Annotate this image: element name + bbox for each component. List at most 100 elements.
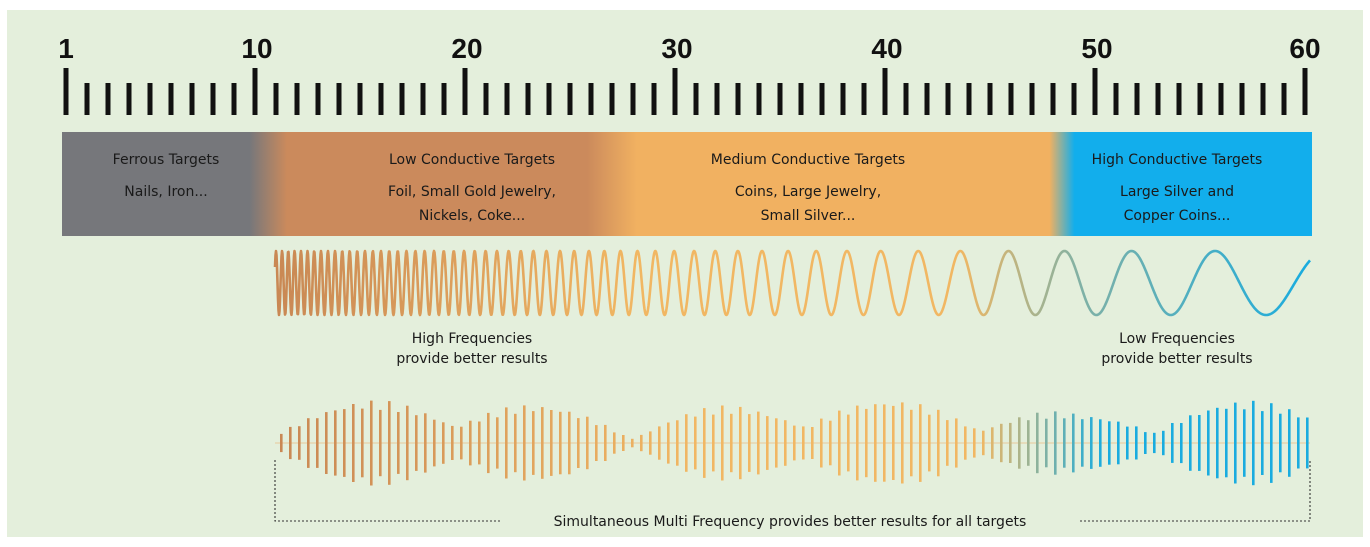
signal-bar — [802, 426, 805, 460]
scale-ticks — [63, 68, 1308, 115]
frequency-wave-line — [273, 249, 1311, 317]
signal-bar — [1198, 415, 1201, 471]
signal-bar — [964, 426, 967, 460]
minor-tick — [105, 83, 111, 115]
signal-bar — [874, 404, 877, 482]
minor-tick — [399, 83, 405, 115]
signal-bar — [604, 424, 607, 461]
signal-bar — [721, 405, 724, 481]
minor-tick — [903, 83, 909, 115]
major-tick — [1092, 68, 1098, 115]
signal-bar — [730, 413, 733, 473]
major-tick — [252, 68, 258, 115]
minor-tick — [147, 83, 153, 115]
signal-bar — [1081, 419, 1084, 467]
conductivity-scale: 1 10 20 30 40 50 60 — [58, 33, 1321, 115]
signal-bar — [1090, 417, 1093, 469]
signal-bar — [748, 414, 751, 472]
signal-bar — [1054, 411, 1057, 475]
minor-tick — [378, 83, 384, 115]
signal-bar — [1126, 426, 1129, 460]
minor-tick — [924, 83, 930, 115]
minor-tick — [210, 83, 216, 115]
signal-bar — [1261, 411, 1264, 475]
signal-bar — [289, 426, 292, 460]
minor-tick — [1071, 83, 1077, 115]
signal-bar — [298, 426, 301, 460]
major-tick — [63, 68, 69, 115]
signal-bar — [361, 408, 364, 478]
signal-bar — [1306, 417, 1309, 469]
signal-bar — [388, 401, 391, 485]
signal-bar — [1252, 400, 1255, 486]
signal-bar — [667, 422, 670, 464]
signal-bar — [613, 432, 616, 454]
signal-bar — [595, 425, 598, 461]
band-low-title: Low Conductive Targets — [389, 152, 555, 168]
minor-tick — [189, 83, 195, 115]
minor-tick — [1239, 83, 1245, 115]
scale-label-50: 50 — [1081, 33, 1112, 64]
signal-bar — [1063, 418, 1066, 468]
scale-label-30: 30 — [661, 33, 692, 64]
signal-bar — [433, 419, 436, 467]
minor-tick — [1134, 83, 1140, 115]
minor-tick — [609, 83, 615, 115]
minor-tick — [315, 83, 321, 115]
minor-tick — [273, 83, 279, 115]
signal-bar — [1144, 432, 1147, 454]
major-tick — [672, 68, 678, 115]
signal-bar — [586, 416, 589, 470]
signal-bar — [901, 402, 904, 484]
signal-bar — [955, 418, 958, 468]
signal-bar — [676, 420, 679, 466]
signal-bar — [514, 413, 517, 473]
signal-bar — [766, 416, 769, 470]
high-frequency-caption: High Frequencies provide better results — [396, 331, 547, 367]
signal-bar — [1135, 426, 1138, 460]
signal-bar — [280, 433, 283, 453]
band-low-conductive: Low Conductive Targets Foil, Small Gold … — [388, 152, 556, 224]
signal-bar — [847, 414, 850, 472]
signal-bar — [937, 409, 940, 477]
frequency-wave — [273, 249, 1311, 317]
minor-tick — [546, 83, 552, 115]
bracket-left — [274, 460, 500, 522]
band-low-examples-line-1: Foil, Small Gold Jewelry, — [388, 184, 556, 200]
minor-tick — [1008, 83, 1014, 115]
minor-tick — [987, 83, 993, 115]
minor-tick — [231, 83, 237, 115]
signal-bar — [1027, 420, 1030, 466]
scale-label-40: 40 — [871, 33, 902, 64]
minor-tick — [1113, 83, 1119, 115]
signal-bar — [505, 407, 508, 479]
major-tick — [462, 68, 468, 115]
band-high-title: High Conductive Targets — [1092, 152, 1263, 168]
band-low-examples-line-2: Nickels, Coke... — [419, 208, 525, 224]
low-frequency-caption-line-1: Low Frequencies — [1119, 331, 1235, 347]
signal-bar — [1153, 432, 1156, 454]
minor-tick — [756, 83, 762, 115]
signal-bar — [550, 410, 553, 476]
signal-bar — [919, 404, 922, 482]
signal-bar — [856, 405, 859, 481]
signal-bar — [559, 411, 562, 475]
signal-bar — [451, 425, 454, 460]
minor-tick — [651, 83, 657, 115]
signal-bar — [352, 404, 355, 482]
minor-tick — [819, 83, 825, 115]
signal-bar — [1207, 410, 1210, 476]
signal-bar — [424, 413, 427, 473]
signal-bar — [1072, 413, 1075, 473]
signal-bar — [1297, 417, 1300, 469]
minor-tick — [693, 83, 699, 115]
signal-bar — [1180, 423, 1183, 464]
scale-label-60: 60 — [1289, 33, 1320, 64]
signal-bar — [370, 400, 373, 486]
signal-bar — [757, 411, 760, 475]
signal-bar — [712, 414, 715, 472]
signal-bar — [703, 408, 706, 478]
signal-bar — [1036, 412, 1039, 474]
signal-bar — [649, 431, 652, 455]
signal-bar — [343, 409, 346, 477]
